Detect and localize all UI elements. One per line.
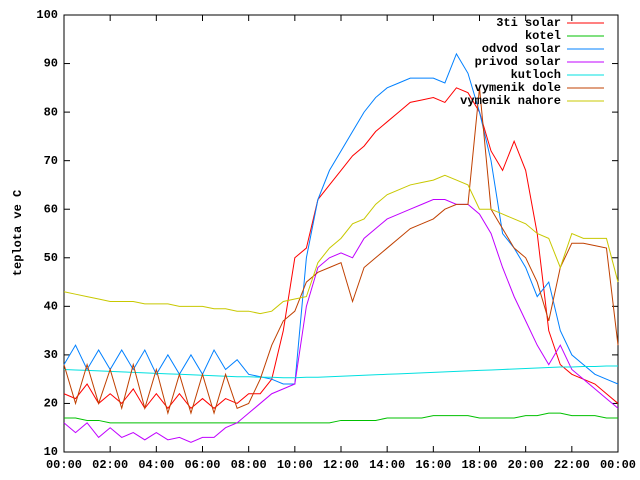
series-line: [64, 412, 618, 424]
y-tick-label: 100: [36, 8, 58, 22]
legend-label: odvod solar: [482, 42, 561, 56]
x-tick-label: 18:00: [461, 458, 497, 472]
y-tick-label: 80: [44, 105, 58, 119]
series-line: [63, 87, 619, 410]
x-tick-label: 14:00: [369, 458, 405, 472]
series-line: [63, 199, 619, 443]
x-tick-label: 12:00: [323, 458, 359, 472]
y-tick-label: 60: [44, 202, 58, 216]
x-tick-label: 10:00: [277, 458, 313, 472]
legend-label: vymenik dole: [475, 81, 561, 95]
series-line: [63, 365, 618, 379]
x-tick-label: 00:00: [600, 458, 636, 472]
legend-label: privod solar: [475, 55, 561, 69]
y-tick-label: 70: [44, 154, 58, 168]
x-tick-label: 08:00: [231, 458, 267, 472]
x-tick-label: 00:00: [46, 458, 82, 472]
series-line: [63, 52, 619, 385]
x-tick-label: 22:00: [554, 458, 590, 472]
x-tick-label: 06:00: [184, 458, 220, 472]
y-tick-label: 50: [44, 251, 58, 265]
x-tick-label: 20:00: [508, 458, 544, 472]
series-line: [63, 174, 619, 315]
x-tick-label: 16:00: [415, 458, 451, 472]
y-tick-label: 20: [44, 397, 58, 411]
y-tick-label: 10: [44, 445, 58, 459]
y-tick-label: 30: [44, 348, 58, 362]
series-line: [63, 87, 619, 416]
y-axis-label: teplota ve C: [11, 190, 25, 276]
y-tick-label: 90: [44, 57, 58, 71]
y-tick-label: 40: [44, 300, 58, 314]
legend-label: kotel: [525, 29, 561, 43]
legend-label: kutloch: [511, 68, 561, 82]
legend-label: 3ti solar: [496, 16, 561, 30]
legend-label: vymenik nahore: [460, 94, 561, 108]
x-tick-label: 04:00: [138, 458, 174, 472]
x-tick-label: 02:00: [92, 458, 128, 472]
